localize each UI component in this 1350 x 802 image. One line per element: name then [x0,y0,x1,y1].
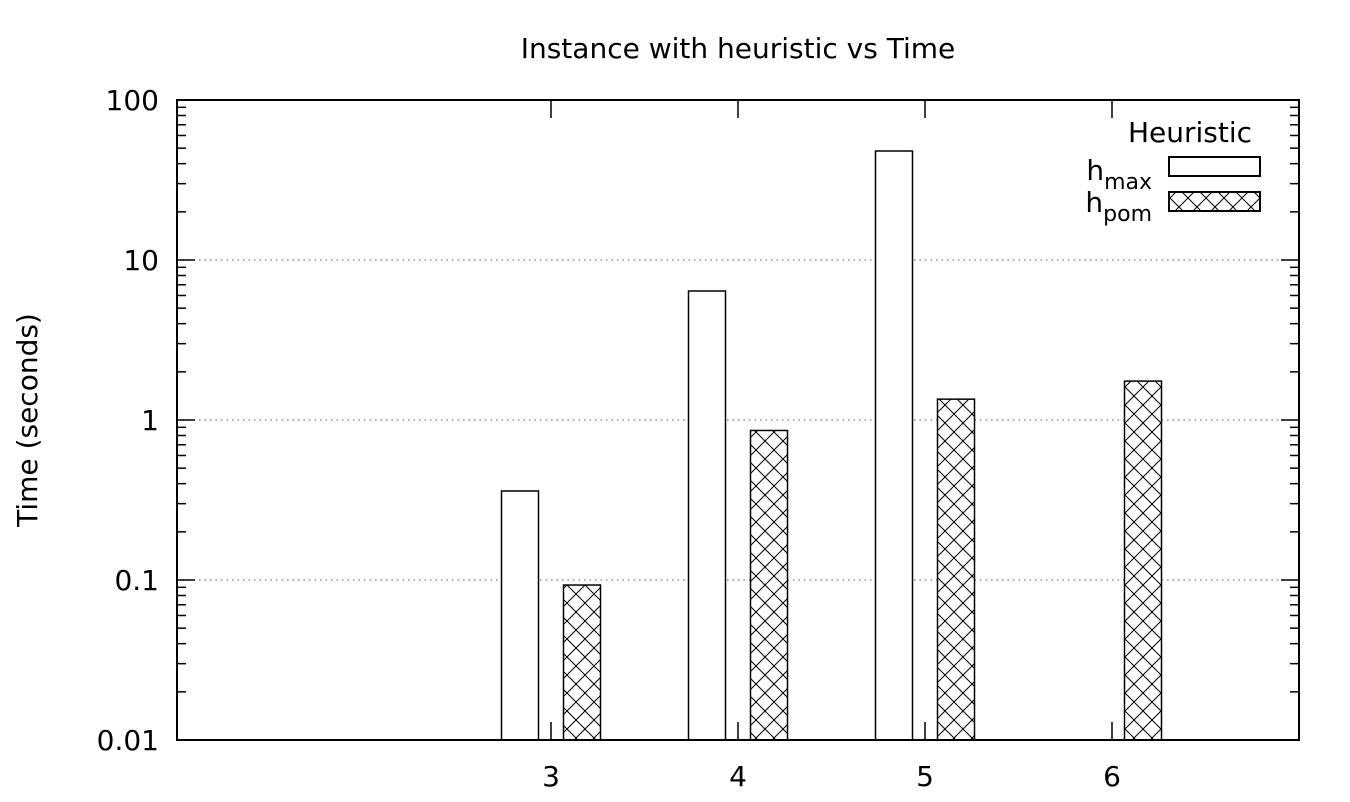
legend-title: Heuristic [1128,116,1252,149]
bar-hpom-6 [1123,380,1163,741]
y-tick-label: 10 [123,244,159,277]
bar-hmax-4 [687,290,727,741]
x-tick-label: 5 [916,760,934,793]
x-tick-label: 3 [542,760,560,793]
legend: Heuristic hmax hpom [1085,116,1261,227]
bar-hmax-5 [874,150,914,741]
bars [500,150,1163,741]
chart-title: Instance with heuristic vs Time [521,32,956,65]
legend-label-hpom: hpom [1085,186,1152,227]
y-tick-label: 100 [106,84,159,117]
tick-marks [177,99,1299,741]
bar-hmax-3 [500,490,540,741]
y-tick-label: 0.1 [114,564,159,597]
legend-item-hmax: hmax [1086,154,1261,195]
bar-hpom-5 [936,398,976,741]
legend-swatch-hpom [1168,191,1261,212]
x-tick-label: 4 [729,760,747,793]
y-tick-labels: 0.01 0.1 1 10 100 [97,84,159,757]
bar-hpom-3 [562,584,602,741]
y-tick-label: 0.01 [97,724,159,757]
legend-item-hpom: hpom [1085,186,1261,227]
y-axis-label: Time (seconds) [11,313,44,528]
legend-swatch-hmax [1168,156,1261,177]
bar-hpom-4 [749,429,789,741]
grid-lines [177,259,1299,581]
x-tick-labels: 3 4 5 6 [542,760,1121,793]
legend-label-hmax: hmax [1086,154,1152,195]
y-tick-label: 1 [141,404,159,437]
x-tick-label: 6 [1103,760,1121,793]
